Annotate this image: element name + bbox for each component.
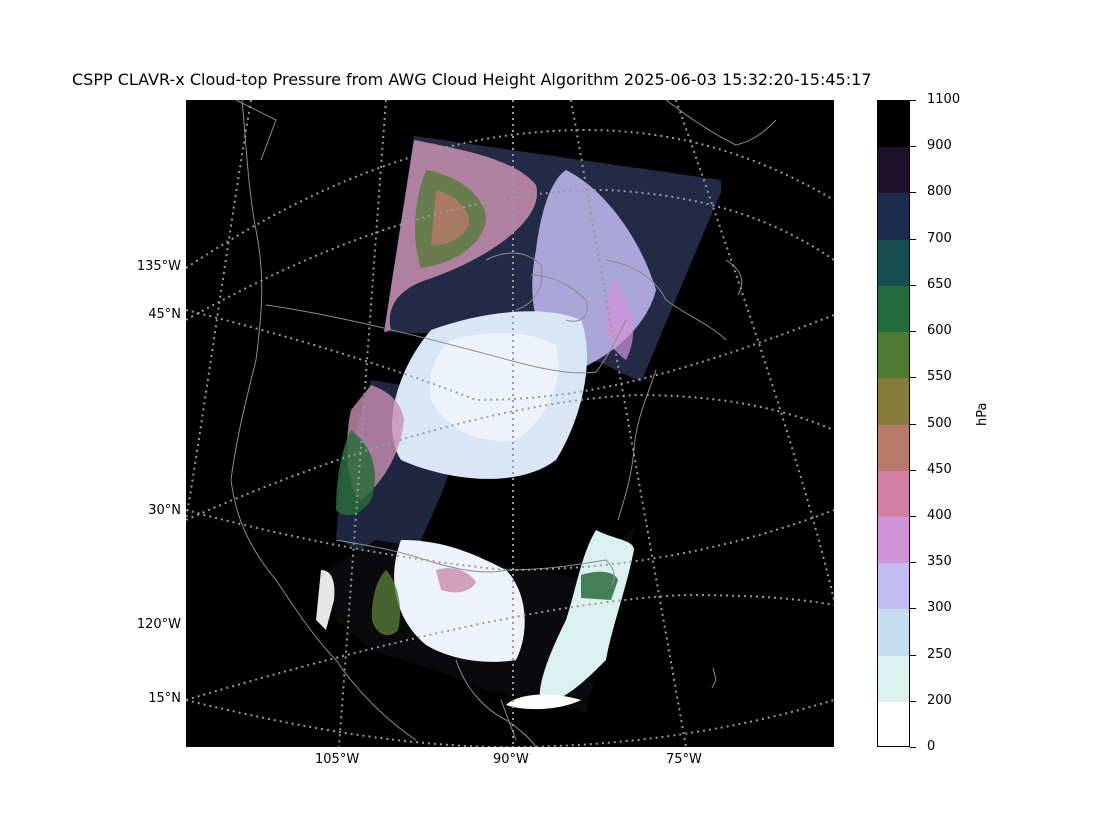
colorbar-tick <box>910 423 916 425</box>
colorbar-segment <box>878 563 909 610</box>
colorbar-segment <box>878 378 909 425</box>
colorbar-segment <box>878 655 909 703</box>
colorbar-tick <box>910 747 916 748</box>
colorbar-tick-label: 900 <box>927 138 952 154</box>
colorbar-segment <box>878 285 909 333</box>
lon-label-75w: 75°W <box>666 752 702 767</box>
map-panel <box>186 100 834 747</box>
colorbar-tick <box>910 469 916 471</box>
colorbar-segment <box>878 424 909 472</box>
colorbar-segment <box>878 332 909 379</box>
colorbar-segment <box>878 470 909 518</box>
colorbar-tick-label: 0 <box>927 739 936 754</box>
colorbar-segment <box>878 701 909 746</box>
colorbar-tick <box>910 700 916 702</box>
colorbar <box>877 100 910 747</box>
colorbar-tick-label: 600 <box>927 323 952 339</box>
lat-label-30n: 30°N <box>148 503 181 518</box>
colorbar-segment <box>878 101 909 148</box>
colorbar-tick-label: 300 <box>927 600 952 616</box>
colorbar-tick <box>910 562 916 564</box>
colorbar-segment <box>878 516 909 564</box>
colorbar-tick-label: 200 <box>927 692 952 708</box>
chart-title: CSPP CLAVR-x Cloud-top Pressure from AWG… <box>72 70 872 89</box>
colorbar-tick-label: 350 <box>927 554 952 570</box>
lon-label-120w: 120°W <box>136 617 181 632</box>
colorbar-tick <box>910 331 916 333</box>
colorbar-tick-label: 450 <box>927 461 952 477</box>
lon-label-90w: 90°W <box>493 752 529 767</box>
colorbar-tick <box>910 515 916 517</box>
colorbar-unit-label: hPa <box>975 402 990 426</box>
lon-label-105w: 105°W <box>315 752 360 767</box>
colorbar-tick <box>910 238 916 240</box>
lat-label-45n: 45°N <box>148 307 181 322</box>
graticule <box>186 100 834 747</box>
colorbar-tick <box>910 654 916 656</box>
colorbar-tick-label: 650 <box>927 276 952 292</box>
satellite-swath <box>316 136 721 712</box>
colorbar-tick-label: 1100 <box>927 92 961 107</box>
colorbar-tick <box>910 377 916 379</box>
colorbar-tick <box>910 100 916 101</box>
colorbar-tick <box>910 146 916 148</box>
colorbar-segment <box>878 193 909 241</box>
lon-label-135w: 135°W <box>136 259 181 274</box>
colorbar-tick-label: 250 <box>927 646 952 662</box>
map-canvas <box>186 100 834 747</box>
colorbar-segment <box>878 147 909 194</box>
colorbar-segment <box>878 609 909 657</box>
colorbar-tick-label: 500 <box>927 415 952 431</box>
colorbar-tick <box>910 608 916 610</box>
colorbar-tick <box>910 192 916 194</box>
colorbar-segment <box>878 239 909 287</box>
colorbar-tick-label: 550 <box>927 369 952 385</box>
lat-label-15n: 15°N <box>148 691 181 706</box>
colorbar-tick-label: 400 <box>927 507 952 523</box>
colorbar-tick <box>910 284 916 286</box>
colorbar-tick-label: 700 <box>927 230 952 246</box>
colorbar-tick-label: 800 <box>927 184 952 200</box>
